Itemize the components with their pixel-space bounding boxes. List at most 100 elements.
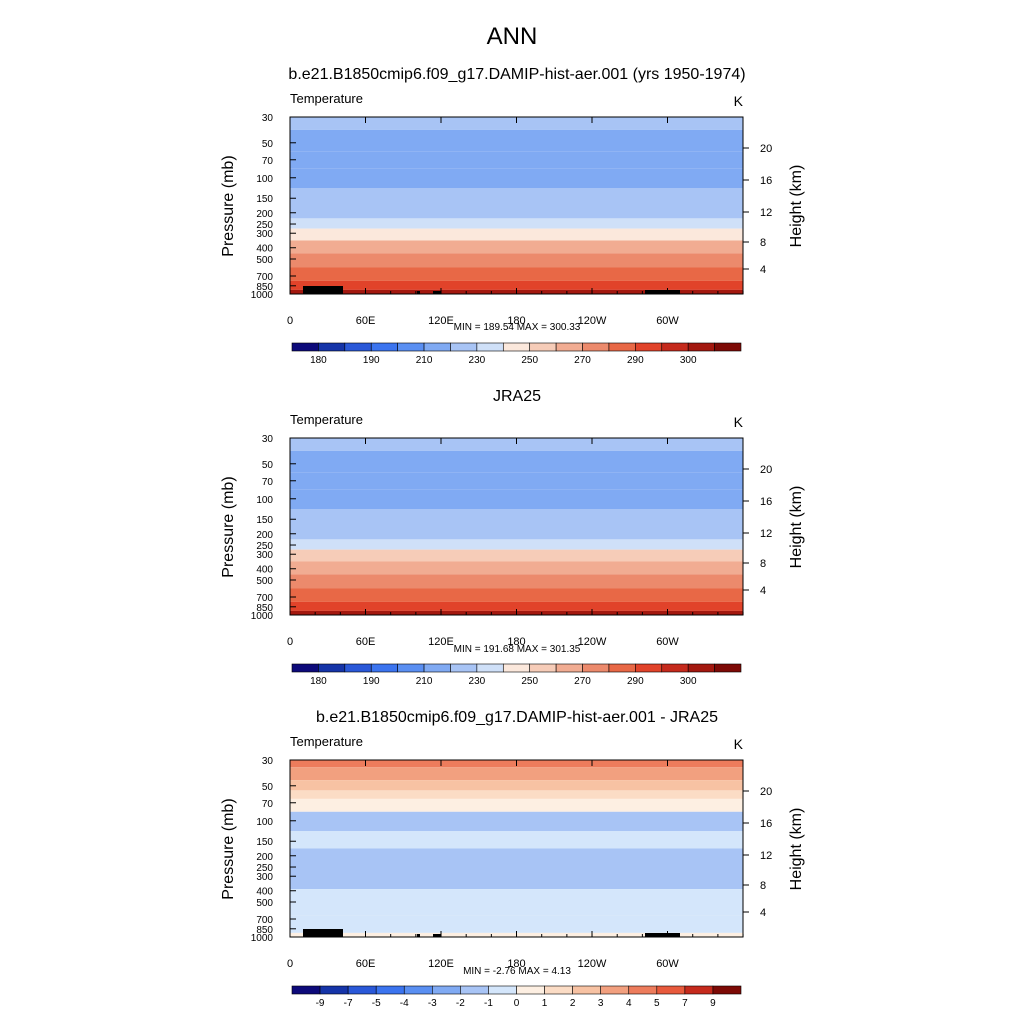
contour-band — [290, 253, 743, 268]
contour-band — [290, 811, 743, 832]
colorbar-swatch — [661, 663, 689, 673]
x-tick-label: 60W — [656, 636, 679, 648]
stats-label: MIN = -2.76 MAX = 4.13 — [463, 966, 571, 977]
contour-field — [290, 438, 743, 615]
z-tick-label: 8 — [760, 558, 766, 570]
colorbar-label: 7 — [682, 998, 688, 1009]
z-tick-label: 8 — [760, 880, 766, 892]
colorbar-swatch — [516, 985, 545, 995]
panel-model: b.e21.B1850cmip6.f09_g17.DAMIP-hist-aer.… — [220, 66, 805, 366]
colorbar-swatch — [423, 342, 451, 352]
panel-title: b.e21.B1850cmip6.f09_g17.DAMIP-hist-aer.… — [288, 66, 745, 83]
contour-band — [290, 218, 743, 229]
x-tick-label: 120E — [428, 636, 454, 648]
colorbar-label: 290 — [627, 676, 644, 687]
y-axis-label: Pressure (mb) — [220, 476, 237, 577]
panel-title: b.e21.B1850cmip6.f09_g17.DAMIP-hist-aer.… — [316, 709, 718, 726]
p-tick-label: 850 — [256, 925, 273, 936]
colorbar-swatch — [403, 985, 433, 995]
x-tick-label: 0 — [287, 958, 293, 970]
p-tick-label: 250 — [256, 220, 273, 231]
colorbar-swatch — [502, 663, 531, 673]
colorbar-swatch — [600, 985, 630, 995]
x-tick-label: 60E — [356, 958, 376, 970]
colorbar: -9 -7 -5 -4 -3 -2 -1 0 1 2 3 4 5 7 9 — [291, 985, 742, 1009]
colorbar-swatch — [370, 663, 398, 673]
p-tick-label: 30 — [262, 113, 274, 124]
colorbar: 180 190 210 230 250 270 290 300 — [291, 342, 742, 366]
colorbar-swatch — [712, 985, 742, 995]
colorbar-label: 230 — [469, 355, 486, 366]
terrain-block — [303, 929, 343, 937]
x-tick-label: 120E — [428, 315, 454, 327]
p-tick-label: 250 — [256, 541, 273, 552]
colorbar-swatch — [529, 663, 557, 673]
colorbar-swatch — [423, 663, 451, 673]
x-tick-label: 120W — [578, 636, 607, 648]
contour-band — [290, 151, 743, 169]
p-tick-label: 400 — [256, 244, 273, 255]
contour-band — [290, 780, 743, 791]
y-axis-label: Pressure (mb) — [220, 155, 237, 256]
p-tick-label: 30 — [262, 756, 274, 767]
contour-band — [290, 188, 743, 206]
contour-band — [290, 205, 743, 219]
colorbar-swatch — [397, 663, 425, 673]
stats-label: MIN = 189.54 MAX = 300.33 — [454, 322, 581, 333]
p-tick-label: 150 — [256, 515, 273, 526]
contour-band — [290, 574, 743, 589]
terrain-block — [325, 291, 334, 294]
p-tick-label: 30 — [262, 434, 274, 445]
p-tick-label: 850 — [256, 603, 273, 614]
colorbar-label: 2 — [570, 998, 576, 1009]
contour-band — [290, 561, 743, 575]
x-tick-label: 0 — [287, 636, 293, 648]
p-tick-label: 150 — [256, 837, 273, 848]
colorbar-swatch — [291, 663, 319, 673]
contour-band — [290, 267, 743, 281]
contour-band — [290, 509, 743, 527]
terrain-block — [325, 934, 334, 937]
z-tick-label: 4 — [760, 907, 766, 919]
figure-title: ANN — [487, 23, 538, 50]
contour-band — [290, 438, 743, 451]
terrain-block — [417, 934, 420, 937]
colorbar-label: 300 — [680, 355, 697, 366]
terrain-block — [645, 933, 680, 937]
contour-band — [290, 168, 743, 189]
colorbar-swatch — [635, 663, 663, 673]
contour-band — [290, 588, 743, 602]
panel-reference: JRA25 Temperature K Pressure (mb) Height… — [220, 388, 805, 687]
colorbar-swatch — [375, 985, 405, 995]
colorbar-swatch — [450, 663, 478, 673]
contour-band — [290, 489, 743, 510]
z-tick-label: 8 — [760, 237, 766, 249]
colorbar-swatch — [544, 985, 573, 995]
p-tick-label: 1000 — [251, 933, 274, 944]
units-label: K — [734, 93, 744, 109]
x-tick-label: 180 — [507, 636, 525, 648]
p-tick-label: 700 — [256, 593, 273, 604]
p-tick-label: 200 — [256, 530, 273, 541]
colorbar-swatch — [318, 342, 346, 352]
colorbar-swatch — [291, 342, 319, 352]
contour-band — [290, 472, 743, 490]
variable-label: Temperature — [290, 412, 363, 427]
p-tick-label: 700 — [256, 272, 273, 283]
z-tick-label: 20 — [760, 143, 772, 155]
colorbar-swatch — [661, 342, 689, 352]
colorbar-swatch — [502, 342, 531, 352]
colorbar-label: 3 — [598, 998, 604, 1009]
p-tick-label: 200 — [256, 209, 273, 220]
colorbar-swatch — [582, 342, 610, 352]
colorbar-label: 210 — [416, 676, 433, 687]
z-tick-label: 4 — [760, 585, 766, 597]
contour-band — [290, 280, 743, 290]
terrain-mask — [303, 929, 680, 937]
y-axis-right-label: Height (km) — [788, 808, 805, 891]
colorbar-swatch — [635, 342, 663, 352]
p-tick-label: 1000 — [251, 611, 274, 622]
contour-band — [290, 450, 743, 473]
colorbar-label: 270 — [574, 355, 591, 366]
